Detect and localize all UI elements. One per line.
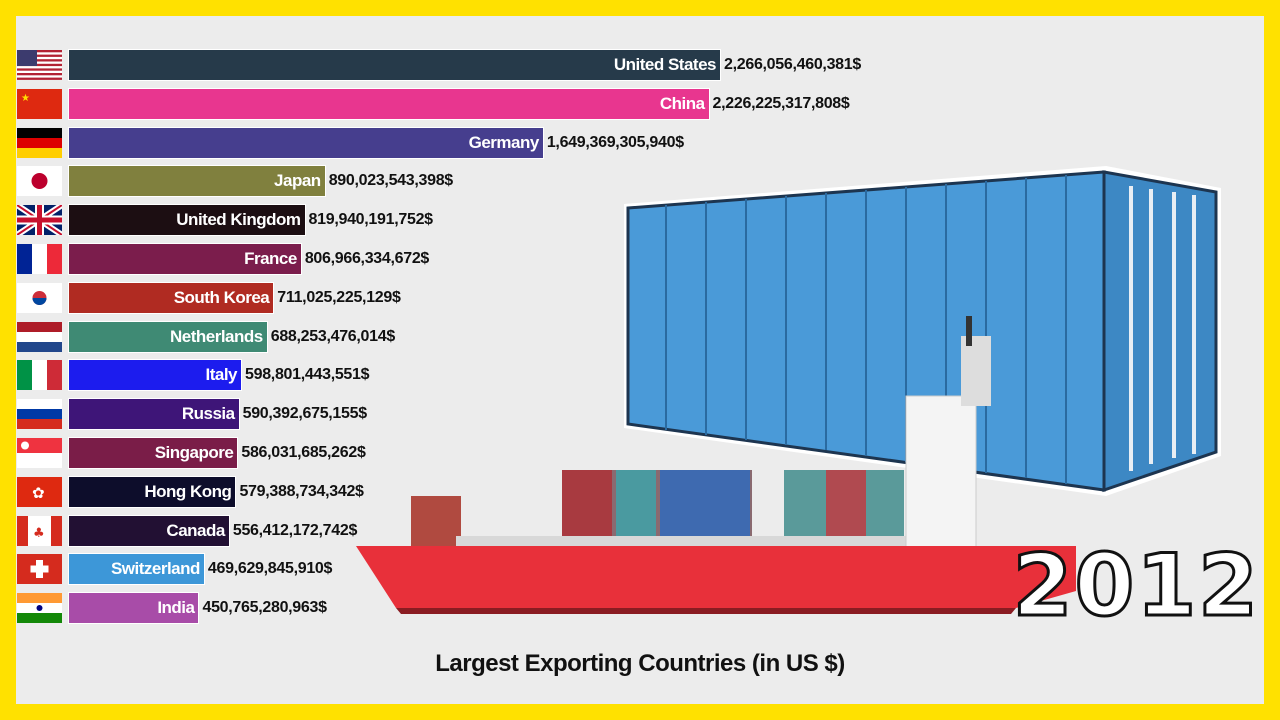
china-flag-icon: ★ bbox=[17, 88, 62, 119]
bar: Canada bbox=[69, 515, 229, 546]
chart-stage: United States 2,266,056,460,381$ ★ China 2,2… bbox=[16, 16, 1264, 704]
bar: Netherlands bbox=[69, 321, 267, 352]
singapore-flag-icon bbox=[17, 438, 62, 468]
value-label: 806,966,334,672$ bbox=[304, 250, 430, 267]
bar: Singapore bbox=[69, 438, 238, 468]
value-label: 598,801,443,551$ bbox=[245, 366, 370, 384]
cargo-ship-illustration bbox=[356, 316, 1076, 614]
svg-text:✿: ✿ bbox=[32, 484, 45, 502]
bar: Switzerland bbox=[69, 554, 204, 585]
bar-label: Canada bbox=[166, 520, 225, 540]
value-label: 586,031,685,262$ bbox=[241, 444, 366, 461]
value-label: 450,765,280,963$ bbox=[202, 599, 327, 617]
bar-label: Russia bbox=[181, 404, 235, 424]
value-label: 2,266,056,460,381$ bbox=[724, 56, 861, 73]
netherlands-flag-icon bbox=[17, 321, 62, 352]
value-label: 1,649,369,305,940$ bbox=[546, 133, 684, 151]
chart-title: Largest Exporting Countries (in US $) bbox=[435, 650, 845, 677]
bar-label: Singapore bbox=[154, 443, 234, 462]
bar: Germany bbox=[69, 127, 543, 158]
south-korea-flag-icon bbox=[17, 282, 62, 313]
bar: France bbox=[69, 244, 301, 274]
bar-label: Germany bbox=[468, 132, 540, 152]
russia-flag-icon bbox=[17, 399, 62, 430]
bar: Russia bbox=[69, 399, 239, 430]
bar: South Korea bbox=[69, 282, 274, 313]
bar: China bbox=[69, 88, 709, 119]
bar: Japan bbox=[69, 166, 325, 197]
hong-kong-flag-icon: ✿ bbox=[17, 476, 62, 507]
bar: India bbox=[69, 593, 199, 624]
svg-text:★: ★ bbox=[21, 93, 30, 104]
italy-flag-icon bbox=[17, 360, 62, 391]
bar: Hong Kong bbox=[69, 476, 236, 507]
switzerland-flag-icon bbox=[17, 554, 62, 585]
canada-flag-icon: ♣ bbox=[17, 515, 62, 546]
bar-label: Hong Kong bbox=[144, 481, 232, 501]
bar: United States bbox=[69, 50, 720, 80]
value-label: 711,025,225,129$ bbox=[277, 288, 401, 306]
bar-label: Netherlands bbox=[169, 326, 263, 346]
year-label: 2012 bbox=[1011, 535, 1260, 638]
bar: Italy bbox=[69, 360, 242, 391]
bar-label: China bbox=[659, 93, 705, 113]
bar-label: South Korea bbox=[173, 287, 270, 307]
bar-label: France bbox=[244, 249, 297, 268]
value-label: 579,388,734,342$ bbox=[239, 482, 364, 500]
bar: United Kingdom bbox=[69, 205, 305, 236]
india-flag-icon bbox=[17, 593, 62, 624]
value-label: 469,629,845,910$ bbox=[207, 560, 333, 578]
germany-flag-icon bbox=[17, 127, 62, 158]
bar-label: United Kingdom bbox=[176, 210, 301, 230]
uk-flag-icon bbox=[16, 202, 64, 238]
value-label: 590,392,675,155$ bbox=[242, 405, 368, 423]
us-flag-icon bbox=[17, 50, 62, 80]
bar-label: Japan bbox=[274, 171, 321, 191]
value-label: 819,940,191,752$ bbox=[308, 211, 434, 229]
shipping-container-illustration bbox=[624, 166, 1221, 496]
value-label: 556,412,172,742$ bbox=[232, 521, 358, 539]
value-label: 688,253,476,014$ bbox=[270, 327, 396, 345]
bar-label: Switzerland bbox=[110, 559, 200, 579]
bar-label: Italy bbox=[205, 365, 238, 385]
bar-chart: United States 2,266,056,460,381$ ★ China 2,2… bbox=[16, 16, 1264, 704]
bar-label: India bbox=[157, 598, 195, 618]
svg-text:♣: ♣ bbox=[33, 526, 45, 541]
bar-label: United States bbox=[613, 55, 717, 74]
value-label: 890,023,543,398$ bbox=[328, 172, 454, 190]
value-label: 2,226,225,317,808$ bbox=[712, 94, 850, 112]
background-illustration bbox=[356, 166, 1221, 614]
japan-flag-icon bbox=[17, 166, 62, 197]
france-flag-icon bbox=[17, 244, 62, 274]
